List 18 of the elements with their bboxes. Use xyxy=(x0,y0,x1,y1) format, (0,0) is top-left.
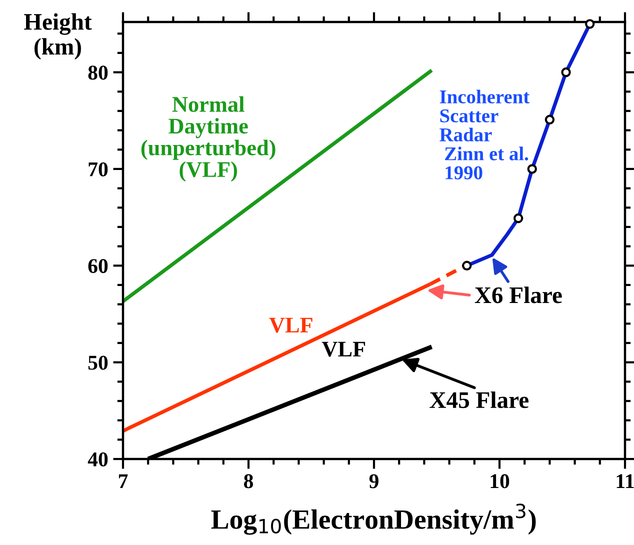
x-tick-label: 11 xyxy=(616,474,634,488)
series-label: Normal Daytime (unperturbed) (VLF) xyxy=(141,96,276,182)
annotation: X45 Flare xyxy=(430,391,529,408)
y-tick-label: 60 xyxy=(88,259,108,274)
series-label: VLF xyxy=(322,342,366,357)
series-label: VLF xyxy=(269,318,312,333)
series-label: Incoherent Scatter Radar Zinn et al. 1990 xyxy=(440,90,530,180)
y-tick-label: 50 xyxy=(88,356,108,370)
y-tick-label: 70 xyxy=(88,162,108,176)
y-axis-title: Height (km) xyxy=(24,13,92,60)
y-tick-label: 40 xyxy=(88,452,108,466)
x-tick-label: 9 xyxy=(369,474,378,488)
x-axis-title: Log$_{10}$(ElectronDensity/m$^{3}$) xyxy=(211,504,536,535)
x-tick-label: 7 xyxy=(118,474,128,488)
x-tick-label: 10 xyxy=(490,474,510,488)
y-tick-label: 80 xyxy=(88,66,108,80)
x-tick-label: 8 xyxy=(244,474,254,488)
annotation: X6 Flare xyxy=(474,286,562,304)
